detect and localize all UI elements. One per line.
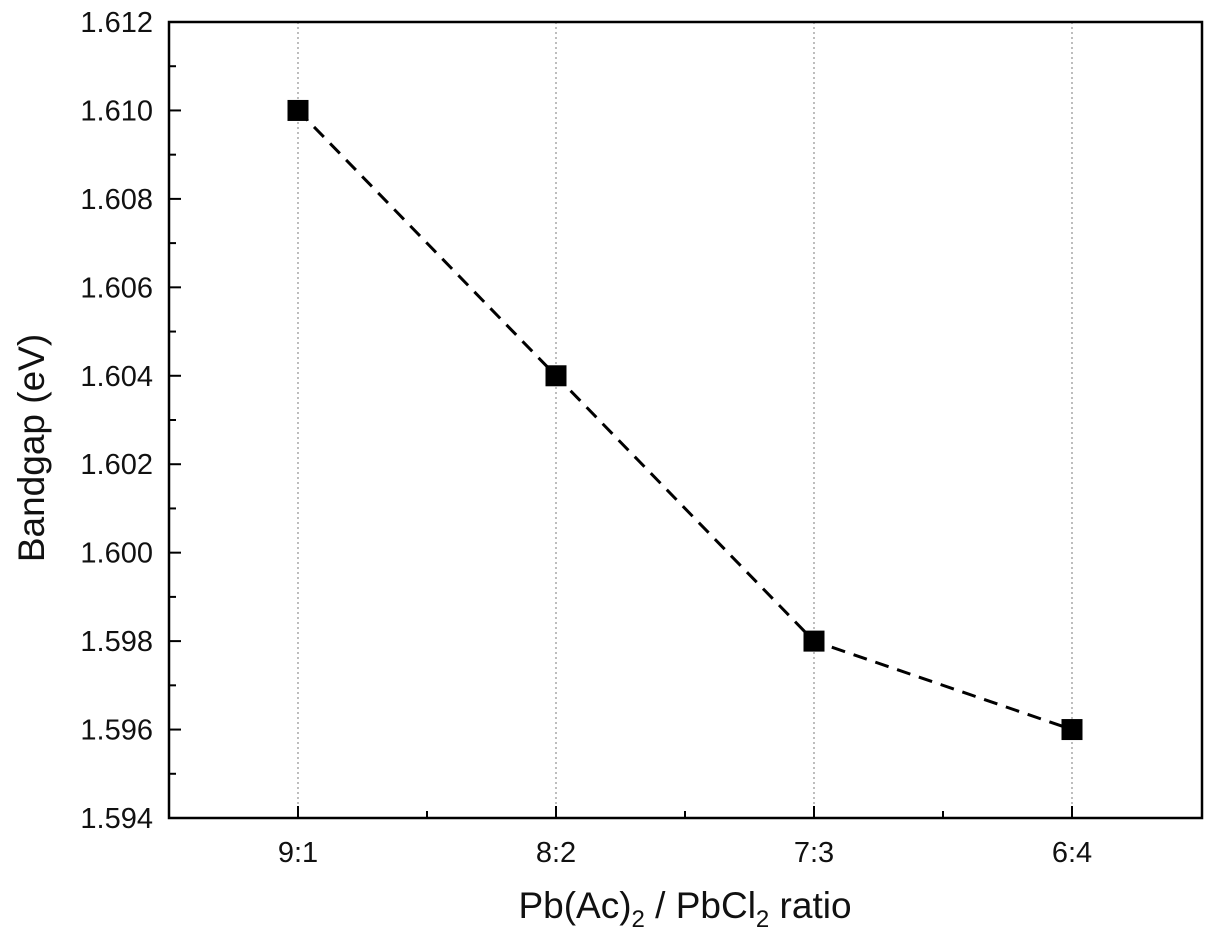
x-axis-title-subscript-1: 2 bbox=[632, 906, 645, 933]
y-tick-label: 1.602 bbox=[80, 449, 153, 481]
x-tick-label: 7:3 bbox=[794, 837, 834, 869]
grid-lines bbox=[297, 22, 1073, 818]
data-point-marker bbox=[545, 365, 567, 387]
y-tick-label: 1.600 bbox=[80, 538, 153, 570]
y-axis-ticks: 1.594 1.596 1.598 1.600 1.602 1.604 1.606 1.608… bbox=[80, 7, 181, 835]
y-tick-label: 1.606 bbox=[80, 272, 153, 304]
data-point-marker bbox=[803, 630, 825, 652]
y-tick-label: 1.598 bbox=[80, 626, 153, 658]
y-tick-label: 1.608 bbox=[80, 184, 153, 216]
x-axis-title-middle: / PbCl bbox=[645, 885, 756, 926]
series-line bbox=[296, 109, 1073, 731]
series-line-layer bbox=[296, 109, 1073, 731]
x-tick-label: 6:4 bbox=[1052, 837, 1092, 869]
data-point-marker bbox=[287, 99, 309, 121]
y-tick-label: 1.612 bbox=[80, 7, 153, 39]
y-tick-label: 1.594 bbox=[80, 803, 153, 835]
x-tick-label: 8:2 bbox=[536, 837, 576, 869]
series-marker-layer bbox=[287, 99, 1083, 741]
x-tick-label: 9:1 bbox=[278, 837, 318, 869]
x-axis-title: Pb(Ac)2 / PbCl2 ratio bbox=[518, 885, 851, 933]
plot-frame bbox=[167, 20, 1204, 820]
x-axis-title-subscript-2: 2 bbox=[756, 906, 769, 933]
x-axis-title-prefix: Pb(Ac) bbox=[518, 885, 631, 926]
y-tick-label: 1.610 bbox=[80, 95, 153, 127]
y-tick-label: 1.604 bbox=[80, 361, 153, 393]
x-axis-ticks: 9:1 8:2 7:3 6:4 bbox=[278, 806, 1092, 869]
y-axis-title: Bandgap (eV) bbox=[11, 334, 52, 562]
axes bbox=[167, 20, 1204, 820]
data-point-marker bbox=[1061, 719, 1083, 741]
y-tick-label: 1.596 bbox=[80, 715, 153, 747]
x-axis-title-suffix: ratio bbox=[769, 885, 851, 926]
